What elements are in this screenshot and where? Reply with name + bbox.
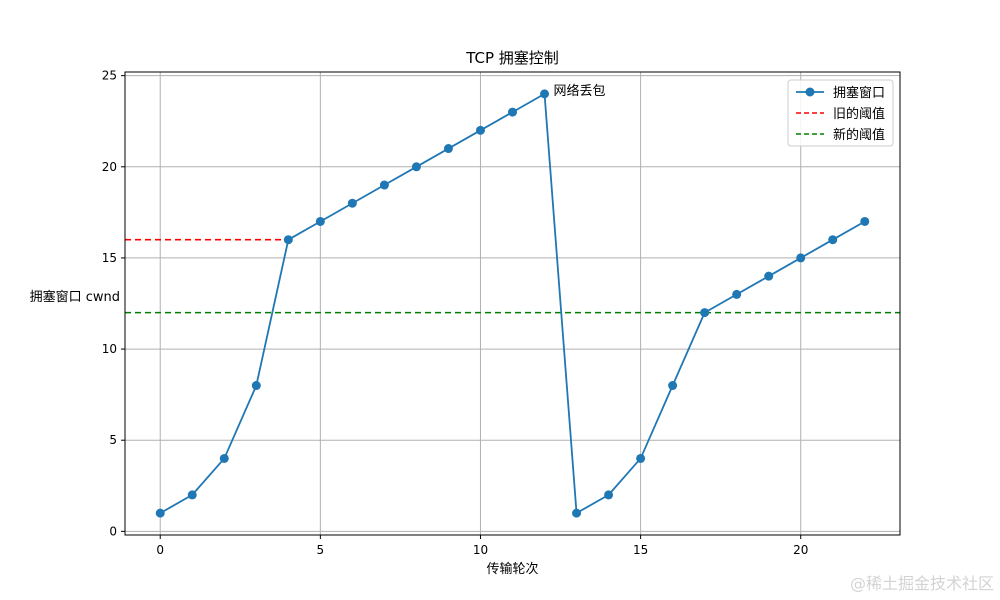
- data-point: [636, 453, 646, 463]
- data-point: [860, 216, 870, 226]
- annotations: 网络丢包: [554, 83, 606, 99]
- data-point: [315, 216, 325, 226]
- y-tick-label: 0: [109, 524, 117, 538]
- data-point: [604, 490, 614, 500]
- legend-entry: 旧的阈值: [796, 106, 885, 122]
- data-point: [283, 235, 293, 245]
- x-tick-label: 0: [156, 543, 164, 557]
- data-point: [796, 253, 806, 263]
- data-point: [251, 381, 261, 391]
- y-axis-label: 拥塞窗口 cwnd: [30, 289, 120, 305]
- watermark: @稀土掘金技术社区: [850, 574, 994, 593]
- legend-label: 拥塞窗口: [833, 85, 885, 101]
- x-tick-label: 10: [473, 543, 488, 557]
- y-tick-label: 5: [109, 433, 117, 447]
- data-point: [411, 162, 421, 172]
- y-tick-label: 10: [102, 342, 117, 356]
- x-tick-label: 5: [317, 543, 325, 557]
- legend-label: 新的阈值: [833, 127, 885, 143]
- plot-frame: [124, 71, 901, 536]
- data-point: [764, 271, 774, 281]
- x-axis-label: 传输轮次: [486, 561, 538, 577]
- legend-entry: 新的阈值: [796, 127, 885, 143]
- data-point: [187, 490, 197, 500]
- data-point: [732, 289, 742, 299]
- data-point: [155, 508, 165, 518]
- grid: [125, 72, 900, 535]
- data-point: [700, 308, 710, 318]
- series-group: [155, 89, 870, 518]
- data-point: [379, 180, 389, 190]
- data-point: [475, 125, 485, 135]
- legend-swatch-marker: [805, 87, 815, 97]
- legend-entry: 拥塞窗口: [796, 85, 885, 101]
- y-tick-label: 25: [102, 69, 117, 83]
- data-point: [828, 235, 838, 245]
- data-point: [668, 381, 678, 391]
- axis-ticks: 0 5 10 15 20 0 5 10 15 20 25: [102, 69, 809, 557]
- y-tick-label: 15: [102, 251, 117, 265]
- data-point: [508, 107, 517, 117]
- data-point: [219, 453, 229, 463]
- annotation-label: 网络丢包: [554, 83, 606, 99]
- data-point: [572, 508, 582, 518]
- chart-title: TCP 拥塞控制: [465, 49, 559, 67]
- x-tick-label: 15: [633, 543, 648, 557]
- threshold-lines: [125, 238, 900, 314]
- data-point: [540, 89, 550, 99]
- y-tick-label: 20: [102, 160, 117, 174]
- x-tick-label: 20: [793, 543, 808, 557]
- legend-label: 旧的阈值: [833, 106, 885, 122]
- legend-box: [787, 79, 894, 147]
- data-point: [443, 144, 453, 154]
- data-point: [347, 198, 357, 208]
